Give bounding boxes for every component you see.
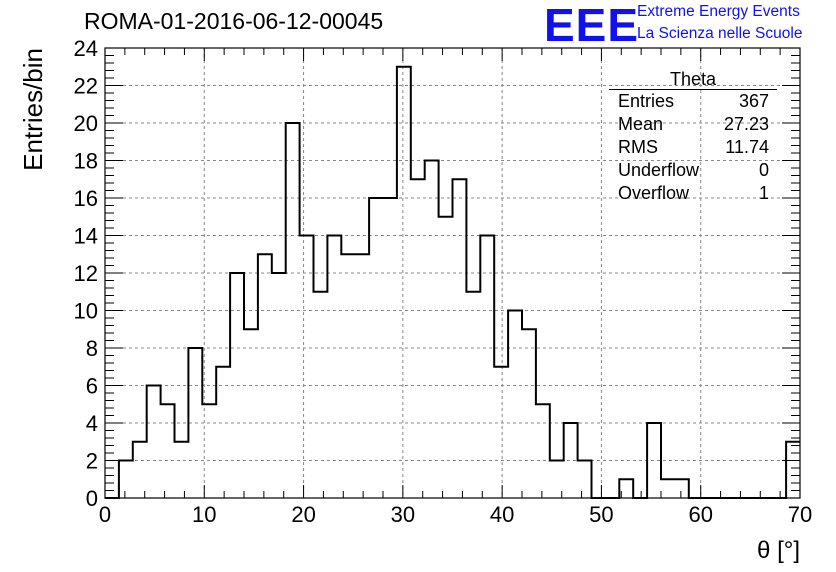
run-title: ROMA-01-2016-06-12-00045	[84, 8, 384, 34]
stats-value: 11.74	[725, 137, 769, 157]
histogram-bin	[453, 179, 467, 498]
histogram-bin	[175, 442, 189, 498]
stats-label: Underflow	[618, 160, 700, 180]
histogram-bin	[619, 479, 633, 498]
x-tick-label: 10	[192, 502, 216, 527]
logo-line-1: Extreme Energy Events	[637, 3, 800, 20]
x-axis-label: θ [°]	[757, 537, 800, 564]
y-tick-label: 4	[86, 411, 98, 436]
x-tick-label: 0	[99, 502, 111, 527]
x-tick-label: 60	[688, 502, 712, 527]
histogram-bin	[578, 461, 592, 499]
eee-logo: EEE	[544, 0, 640, 51]
histogram-bin	[411, 179, 425, 498]
histogram-bin	[786, 442, 800, 498]
y-tick-label: 8	[86, 336, 98, 361]
histogram-bin	[480, 236, 494, 499]
histogram-bin	[550, 461, 564, 499]
stats-label: Mean	[618, 114, 664, 134]
stats-value: 27.23	[723, 114, 769, 134]
stats-row-mean: Mean 27.23	[609, 113, 777, 136]
stats-box: Theta Entries 367 Mean 27.23 RMS 11.74 U…	[609, 70, 777, 205]
histogram-bin	[508, 311, 522, 499]
stats-label: Entries	[618, 91, 675, 111]
histogram-bin	[341, 254, 355, 498]
histogram-bin	[564, 423, 578, 498]
histogram-bin	[244, 329, 258, 498]
histogram-bin	[647, 423, 661, 498]
y-tick-label: 2	[86, 449, 98, 474]
histogram-bin	[216, 367, 230, 498]
y-tick-label: 14	[74, 224, 98, 249]
histogram-bin	[355, 254, 369, 498]
histogram-bin	[383, 198, 397, 498]
histogram-bin	[188, 348, 202, 498]
histogram-bin	[661, 479, 675, 498]
histogram-bin	[133, 442, 147, 498]
y-tick-label: 22	[74, 74, 98, 99]
y-axis-label: Entries/bin	[18, 48, 48, 171]
stats-value: 0	[758, 160, 769, 180]
histogram-bin	[466, 292, 480, 498]
histogram-bin	[286, 123, 300, 498]
y-tick-label: 20	[74, 111, 98, 136]
histogram-line	[105, 65, 800, 499]
histogram-bin	[675, 479, 689, 498]
histogram-bin	[300, 236, 314, 499]
y-tick-label: 24	[74, 36, 98, 61]
stats-label: RMS	[618, 137, 658, 157]
stats-value: 367	[738, 91, 769, 111]
histogram-bin	[272, 273, 286, 498]
histogram-bin	[119, 461, 133, 499]
x-tick-label: 40	[490, 502, 514, 527]
stats-row-rms: RMS 11.74	[609, 136, 777, 159]
histogram-bin	[494, 367, 508, 498]
x-tick-label: 50	[589, 502, 613, 527]
histogram-bin	[425, 161, 439, 499]
histogram-bin	[230, 273, 244, 498]
histogram-bin	[536, 404, 550, 498]
histogram-bin	[327, 236, 341, 499]
y-tick-label: 10	[74, 299, 98, 324]
stats-row-overflow: Overflow 1	[609, 182, 777, 205]
histogram-bin	[161, 404, 175, 498]
histogram-bin	[258, 254, 272, 498]
stats-row-underflow: Underflow 0	[609, 159, 777, 182]
y-tick-label: 0	[86, 486, 98, 511]
histogram-bin	[314, 292, 328, 498]
histogram-bin	[522, 329, 536, 498]
x-tick-label: 20	[291, 502, 315, 527]
logo-line-2: La Scienza nelle Scuole	[637, 25, 803, 42]
y-tick-label: 18	[74, 149, 98, 174]
stats-row-entries: Entries 367	[609, 90, 777, 113]
x-tick-label: 70	[788, 502, 812, 527]
stats-title: Theta	[609, 70, 777, 90]
histogram-bin	[369, 198, 383, 498]
y-tick-label: 6	[86, 374, 98, 399]
histogram-bin	[147, 386, 161, 499]
stats-value: 1	[758, 183, 769, 203]
y-tick-label: 16	[74, 186, 98, 211]
histogram-bin	[439, 217, 453, 498]
histogram-bin	[202, 404, 216, 498]
x-tick-label: 30	[391, 502, 415, 527]
histogram-bin	[397, 67, 411, 498]
y-tick-label: 12	[74, 261, 98, 286]
stats-label: Overflow	[618, 183, 690, 203]
